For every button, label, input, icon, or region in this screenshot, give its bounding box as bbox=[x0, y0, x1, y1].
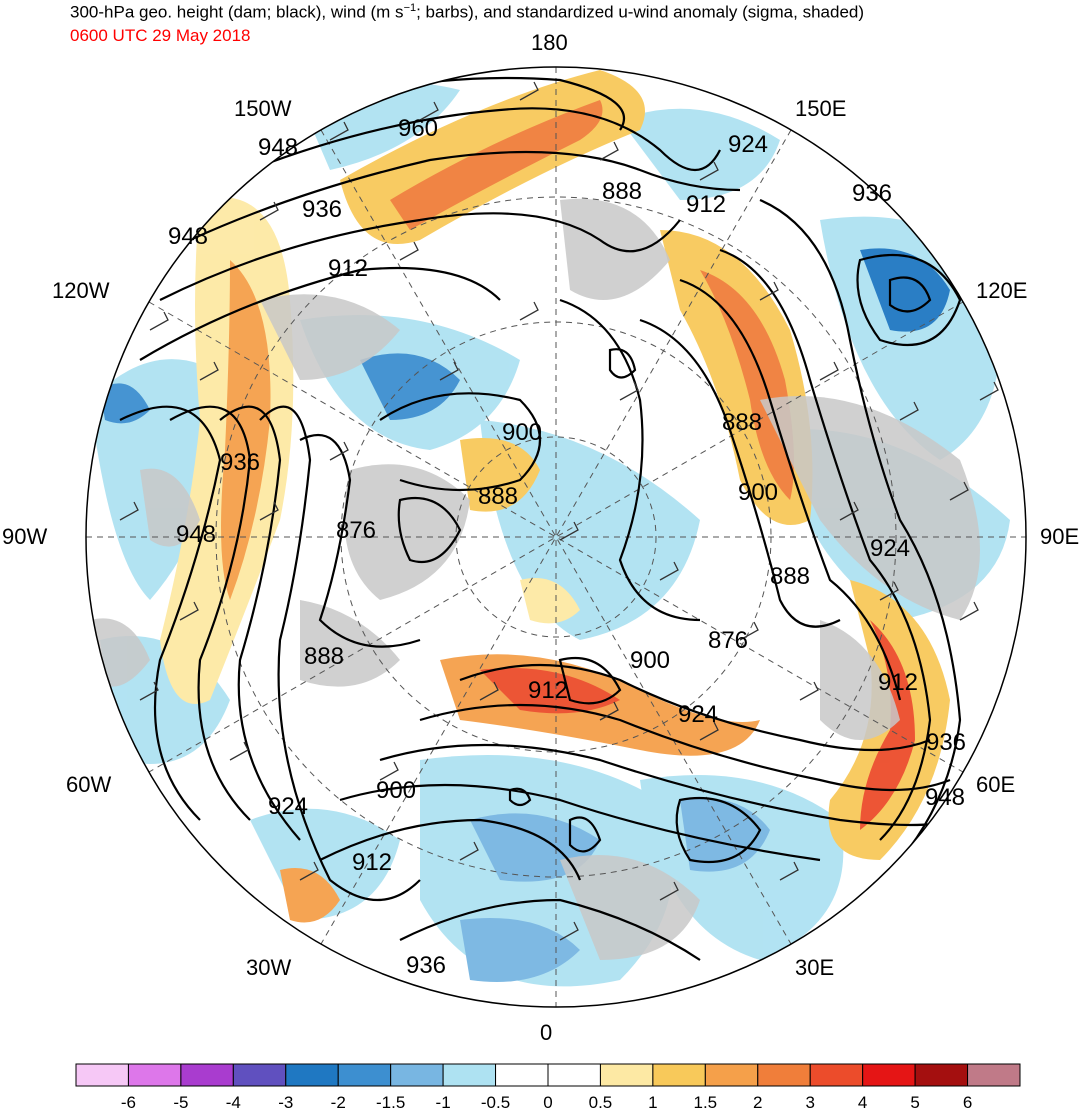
contour-label: 924 bbox=[870, 535, 910, 562]
colorbar-swatch bbox=[809, 1063, 864, 1087]
colorbar-tick-label: -1.5 bbox=[376, 1093, 406, 1112]
contour-label: 912 bbox=[328, 255, 368, 282]
colorbar-tick-label: -0.5 bbox=[480, 1093, 511, 1112]
colorbar-tick-label: -3 bbox=[278, 1093, 294, 1112]
land bbox=[90, 198, 980, 960]
lon-label-120w: 120W bbox=[52, 278, 110, 303]
wind-barbs bbox=[119, 81, 999, 941]
contour-label: 888 bbox=[602, 178, 642, 205]
colorbar-swatch bbox=[285, 1063, 339, 1087]
lon-label-90e: 90E bbox=[1040, 524, 1080, 549]
contour-label: 936 bbox=[406, 952, 446, 979]
contour-label: 936 bbox=[220, 449, 260, 476]
contour-label: 876 bbox=[708, 627, 748, 654]
colorbar-swatch bbox=[180, 1063, 234, 1087]
lon-label-90w: 90W bbox=[2, 524, 48, 549]
colorbar-swatch bbox=[914, 1063, 969, 1087]
colorbar-swatch bbox=[495, 1063, 549, 1087]
colorbar-swatch bbox=[862, 1063, 916, 1087]
contour-label: 960 bbox=[398, 115, 438, 142]
lon-label-150e: 150E bbox=[795, 96, 847, 121]
contour-label: 900 bbox=[376, 777, 416, 804]
colorbar-tick-label: 0.5 bbox=[588, 1093, 613, 1112]
colorbar-swatch bbox=[599, 1063, 654, 1087]
colorbar-tick-label: -5 bbox=[173, 1093, 189, 1112]
colorbar-tick-label: 0 bbox=[543, 1093, 553, 1112]
colorbar-tick-label: 1 bbox=[648, 1093, 658, 1112]
colorbar-swatch bbox=[75, 1063, 129, 1087]
contour-label: 912 bbox=[686, 191, 726, 218]
contour-label: 948 bbox=[925, 784, 965, 811]
chart-title: 300-hPa geo. height (dam; black), wind (… bbox=[70, 2, 865, 22]
contour-label: 900 bbox=[502, 419, 542, 446]
valid-time: 0600 UTC 29 May 2018 bbox=[70, 26, 251, 45]
colorbar-swatch bbox=[704, 1063, 759, 1087]
colorbar-tick-label: -6 bbox=[120, 1093, 136, 1112]
colorbar-swatch bbox=[442, 1063, 497, 1087]
contour-label: 924 bbox=[728, 131, 768, 158]
colorbar-tick-label: -2 bbox=[330, 1093, 346, 1112]
contour-label: 912 bbox=[352, 849, 392, 876]
lon-label-30w: 30W bbox=[246, 955, 292, 980]
colorbar-tick-label: -1 bbox=[435, 1093, 451, 1112]
height-contours bbox=[119, 76, 962, 961]
contour-label: 876 bbox=[336, 517, 376, 544]
colorbar-tick-label: 1.5 bbox=[693, 1093, 718, 1112]
colorbar-swatch bbox=[652, 1063, 706, 1087]
contour-label: 948 bbox=[168, 223, 208, 250]
contour-label: 924 bbox=[678, 701, 718, 728]
colorbar bbox=[75, 1063, 1021, 1087]
contour-label: 936 bbox=[926, 729, 966, 756]
colorbar-swatch bbox=[337, 1063, 392, 1087]
lon-label-60w: 60W bbox=[66, 772, 112, 797]
map-disc bbox=[86, 67, 1026, 1007]
colorbar-tick-label: 6 bbox=[962, 1093, 973, 1112]
colorbar-swatch bbox=[232, 1063, 287, 1087]
contour-label: 912 bbox=[528, 677, 568, 704]
colorbar-swatch bbox=[390, 1063, 444, 1087]
colorbar-tick-label: -4 bbox=[225, 1093, 241, 1112]
lon-label-60e: 60E bbox=[976, 772, 1016, 797]
colorbar-tick-label: 4 bbox=[857, 1093, 868, 1112]
contour-labels: 960 948 948 936 912 888 924 912 936 936 … bbox=[168, 115, 966, 979]
map-border bbox=[85, 66, 1027, 1008]
contour-label: 948 bbox=[176, 521, 216, 548]
contour-label: 888 bbox=[722, 409, 762, 436]
anomaly-shading bbox=[90, 70, 1010, 987]
contour-label: 936 bbox=[302, 196, 342, 223]
lon-label-120e: 120E bbox=[976, 278, 1028, 303]
contour-label: 888 bbox=[304, 643, 344, 670]
contour-label: 888 bbox=[478, 483, 518, 510]
contour-label: 924 bbox=[268, 793, 308, 820]
lon-label-0: 0 bbox=[540, 1020, 553, 1045]
contour-label: 936 bbox=[852, 180, 892, 207]
contour-label: 888 bbox=[770, 563, 810, 590]
lon-label-150w: 150W bbox=[234, 96, 292, 121]
colorbar-swatch bbox=[127, 1063, 182, 1087]
colorbar-tick-label: 2 bbox=[753, 1093, 763, 1112]
contour-label: 900 bbox=[738, 479, 778, 506]
lon-label-180: 180 bbox=[531, 30, 568, 55]
colorbar-swatch bbox=[757, 1063, 811, 1087]
contour-label: 912 bbox=[878, 669, 918, 696]
colorbar-swatch bbox=[547, 1063, 601, 1087]
colorbar-tick-label: 5 bbox=[910, 1093, 920, 1112]
colorbar-tick-label: 3 bbox=[805, 1093, 815, 1112]
contour-label: 948 bbox=[258, 134, 298, 161]
contour-label: 900 bbox=[630, 647, 670, 674]
colorbar-swatch bbox=[967, 1063, 1021, 1087]
lon-label-30e: 30E bbox=[795, 955, 835, 980]
